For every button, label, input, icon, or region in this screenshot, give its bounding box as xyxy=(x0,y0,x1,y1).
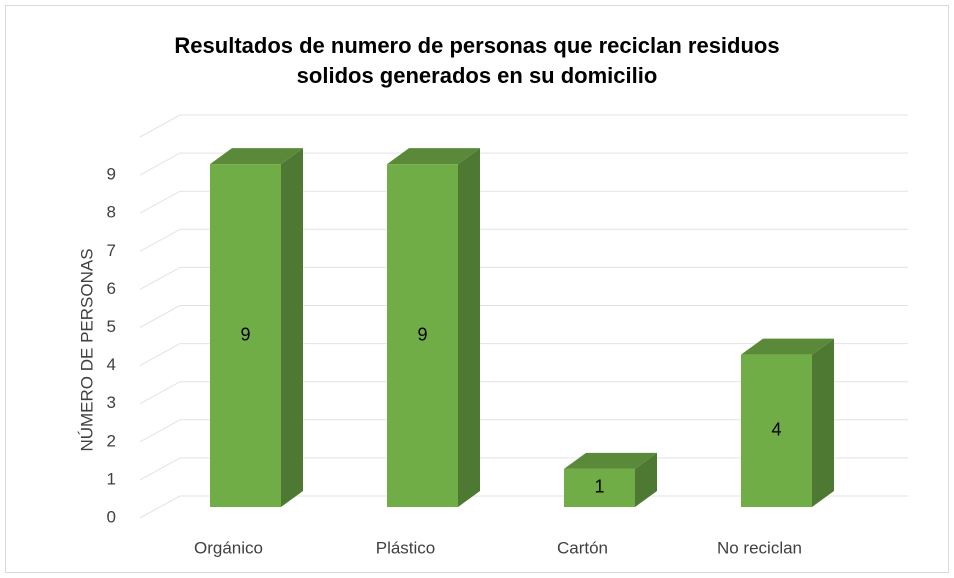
bar-side xyxy=(812,338,834,507)
bar-side xyxy=(635,452,657,507)
grid-line xyxy=(139,152,181,176)
y-tick-label: 4 xyxy=(107,355,116,374)
bar-front xyxy=(741,354,812,507)
grid-line xyxy=(139,495,181,519)
bar-top xyxy=(387,148,480,165)
grid-line xyxy=(139,228,181,252)
bar-side xyxy=(458,148,480,507)
bar-side xyxy=(281,148,303,507)
x-tick-label: Cartón xyxy=(557,538,608,557)
bar-top xyxy=(210,148,303,165)
y-tick-label: 0 xyxy=(107,507,116,526)
value-label: 1 xyxy=(594,477,604,497)
grid-line xyxy=(139,266,181,290)
y-tick-label: 7 xyxy=(107,241,116,260)
x-tick-label: Orgánico xyxy=(194,538,263,557)
chart-title: Resultados de numero de personas que rec… xyxy=(174,33,779,58)
chart-title: solidos generados en su domicilio xyxy=(297,63,658,88)
x-tick-label: Plástico xyxy=(376,538,436,557)
y-tick-label: 3 xyxy=(107,393,116,412)
bar-front xyxy=(387,164,458,507)
bar xyxy=(741,338,834,507)
y-tick-label: 2 xyxy=(107,431,116,450)
y-tick-label: 9 xyxy=(107,165,116,184)
bar xyxy=(387,148,480,507)
y-tick-label: 5 xyxy=(107,317,116,336)
value-label: 4 xyxy=(771,420,781,440)
y-tick-label: 6 xyxy=(107,279,116,298)
wall-edge xyxy=(139,114,181,138)
grid-line xyxy=(139,343,181,367)
y-axis-title: NÚMERO DE PERSONAS xyxy=(77,248,96,451)
bar-top xyxy=(741,338,834,355)
grid-line xyxy=(139,305,181,328)
value-label: 9 xyxy=(240,324,250,344)
grid-line xyxy=(139,457,181,481)
value-label: 9 xyxy=(417,324,427,344)
bar-front xyxy=(564,468,635,507)
grid-line xyxy=(139,419,181,443)
y-tick-label: 8 xyxy=(107,203,116,222)
x-tick-label: No reciclan xyxy=(717,538,802,557)
bar xyxy=(564,452,657,507)
bar-front xyxy=(210,164,281,507)
grid-line xyxy=(139,190,181,214)
bar xyxy=(210,148,303,507)
y-tick-label: 1 xyxy=(107,469,116,488)
bar-top xyxy=(564,452,657,469)
grid-line xyxy=(139,381,181,405)
